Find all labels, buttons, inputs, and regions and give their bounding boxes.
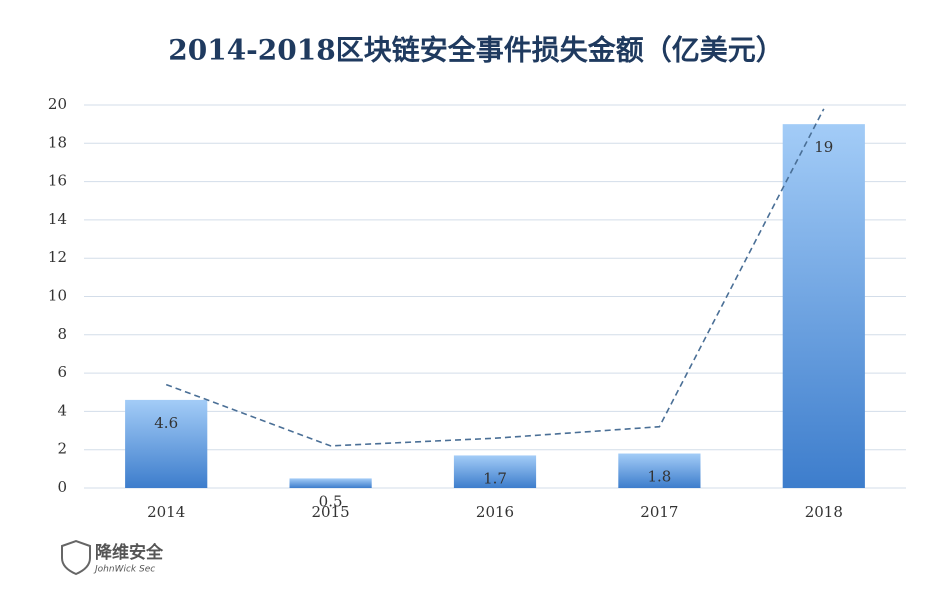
watermark-title: 降维安全 xyxy=(95,542,164,563)
bar xyxy=(618,453,701,488)
data-label: 1.7 xyxy=(483,469,507,487)
y-tick-label: 18 xyxy=(48,133,67,151)
x-tick-label: 2018 xyxy=(805,503,843,521)
y-tick-label: 8 xyxy=(57,325,67,343)
bar xyxy=(782,124,865,489)
data-label: 4.6 xyxy=(154,414,178,432)
x-tick-label: 2015 xyxy=(312,503,350,521)
y-tick-label: 14 xyxy=(48,210,67,228)
bar xyxy=(453,455,537,488)
y-tick-label: 4 xyxy=(57,401,67,419)
x-tick-label: 2016 xyxy=(476,503,514,521)
y-tick-label: 10 xyxy=(48,287,67,305)
watermark-logo xyxy=(61,539,91,576)
bar xyxy=(125,399,208,488)
y-tick-label: 20 xyxy=(48,95,67,113)
y-tick-label: 6 xyxy=(57,363,67,381)
y-tick-label: 12 xyxy=(48,248,67,266)
bar xyxy=(289,478,372,488)
y-tick-label: 0 xyxy=(57,478,67,496)
y-tick-label: 16 xyxy=(48,172,67,190)
watermark-subtitle: JohnWick Sec xyxy=(93,565,155,575)
chart-title: 2014-2018区块链安全事件损失金额（亿美元） xyxy=(168,34,783,67)
data-label: 1.8 xyxy=(647,468,671,486)
data-label: 19 xyxy=(814,138,833,156)
x-tick-label: 2014 xyxy=(147,503,185,521)
y-tick-label: 2 xyxy=(57,440,67,458)
data-label: 0.5 xyxy=(319,492,343,510)
trend-line xyxy=(165,108,825,447)
x-tick-label: 2017 xyxy=(640,503,678,521)
